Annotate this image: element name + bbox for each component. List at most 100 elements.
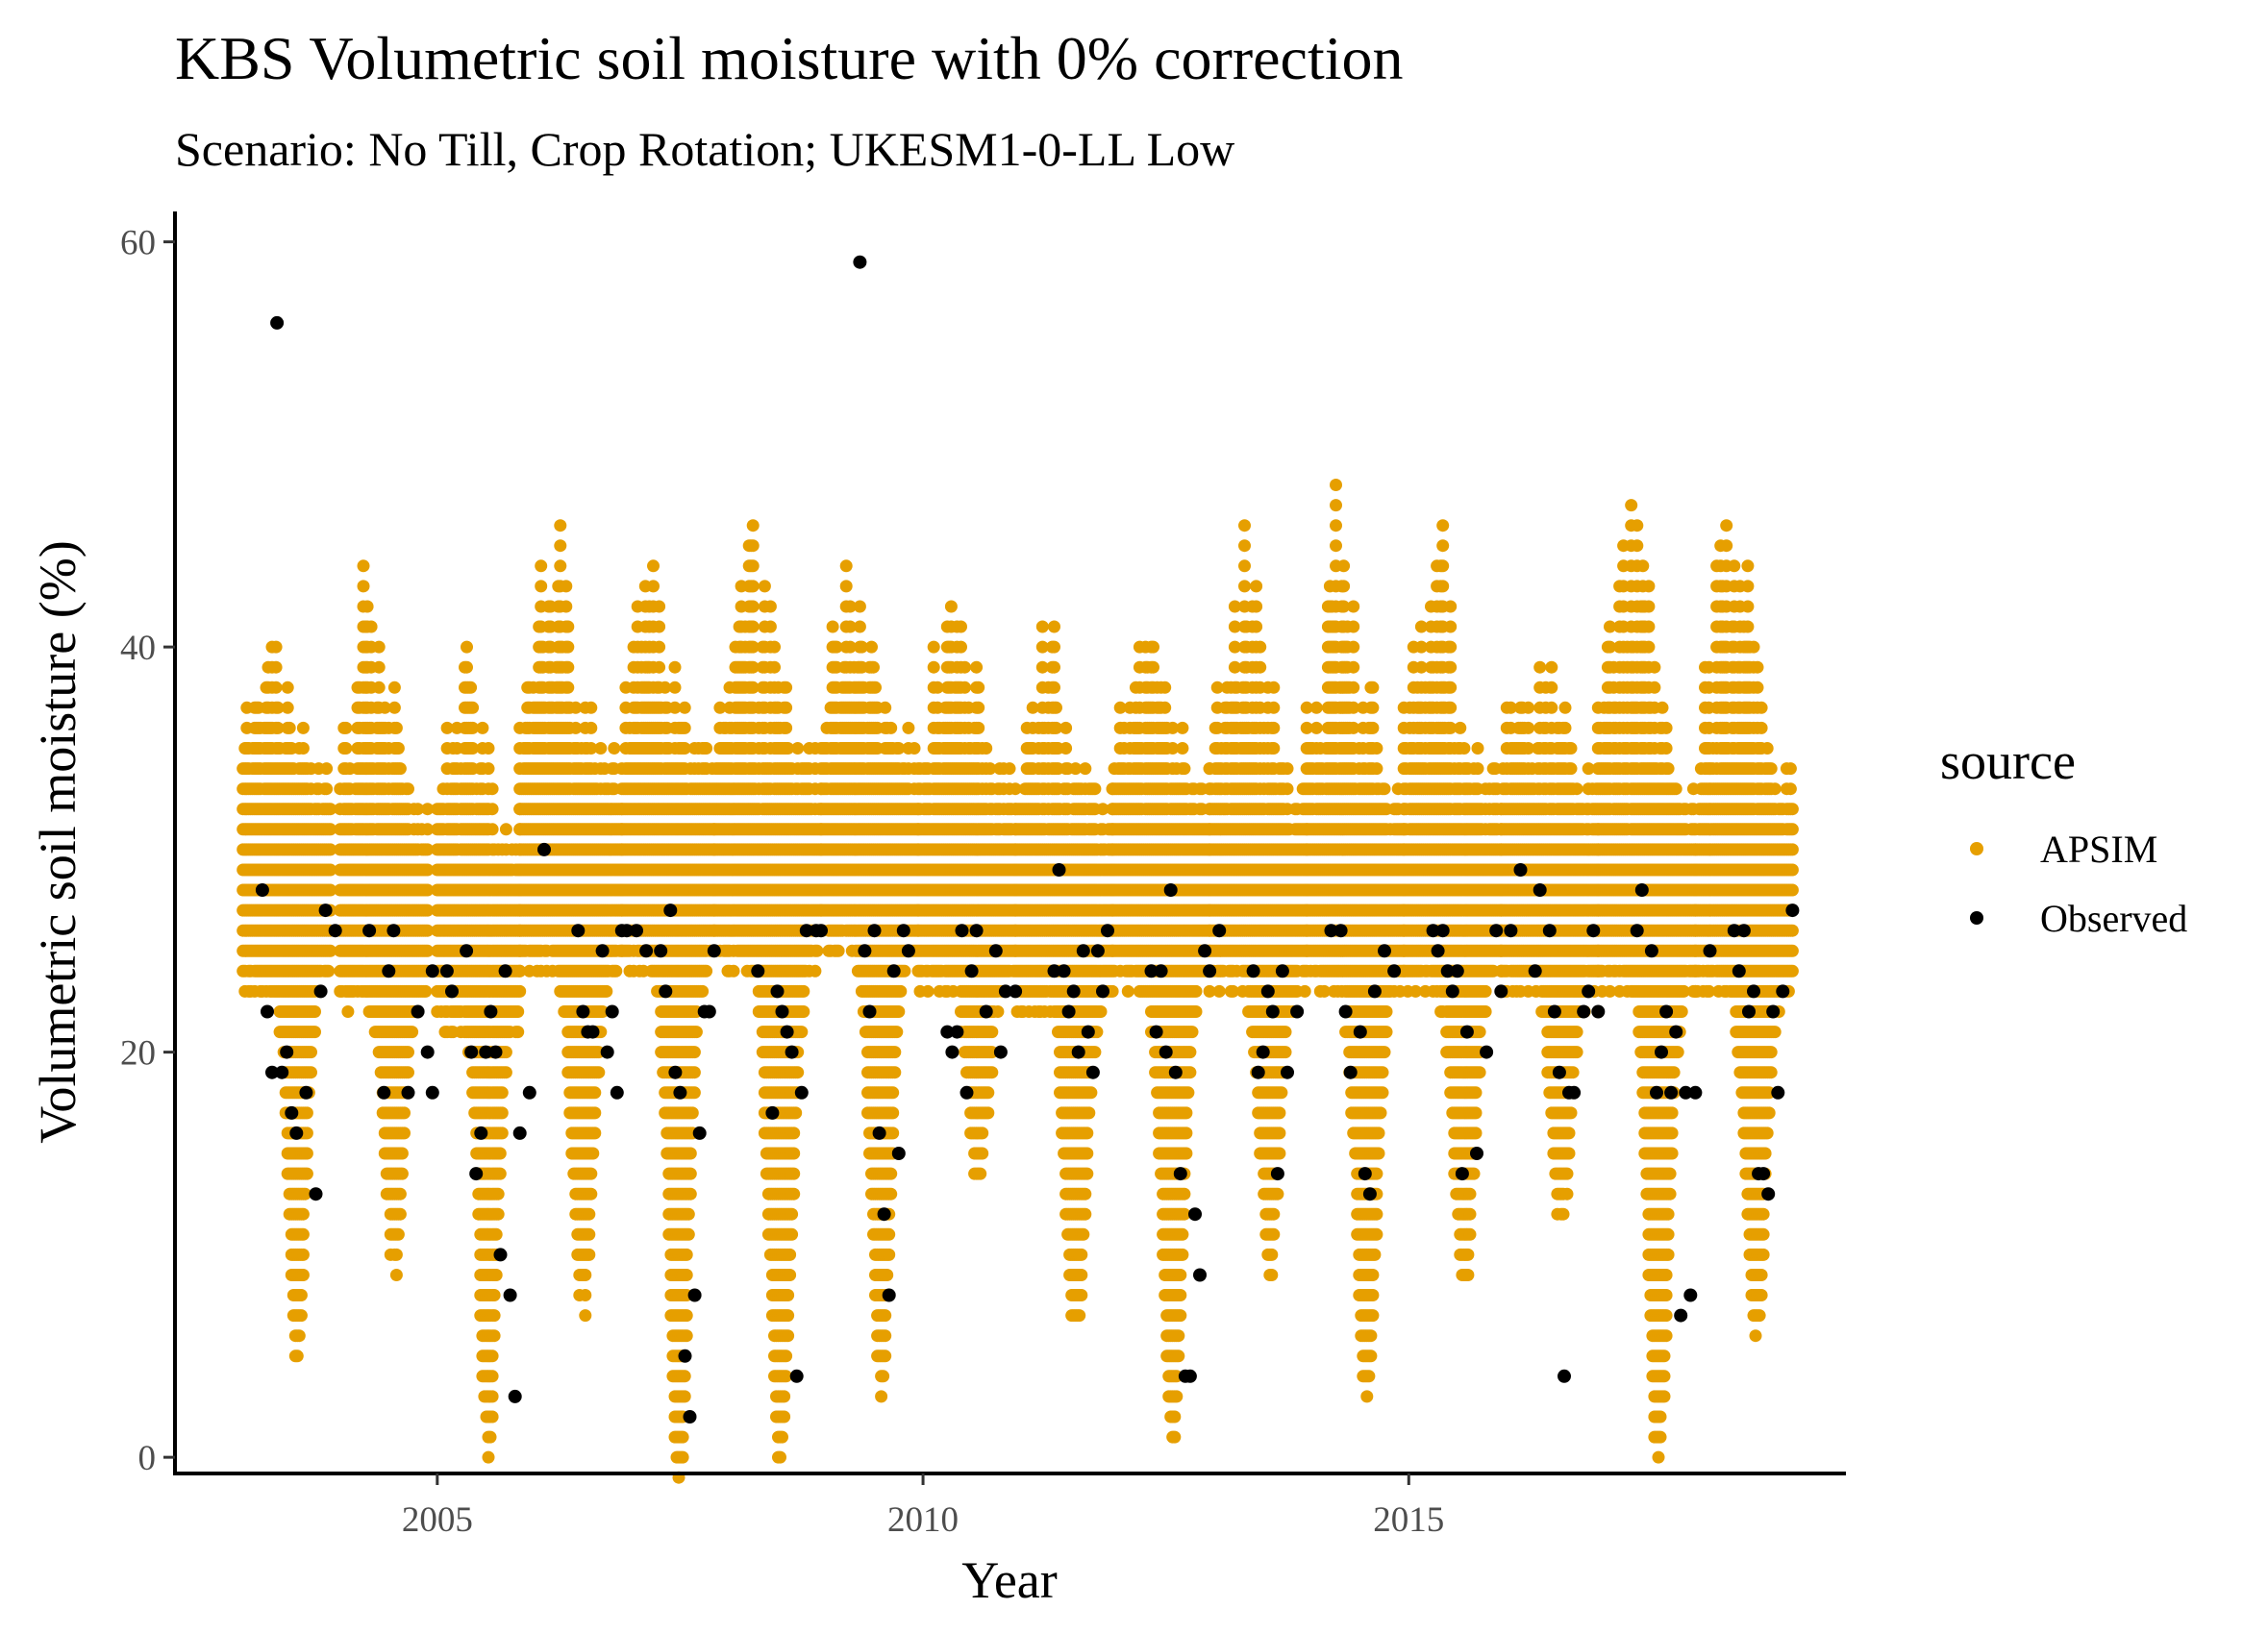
apsim-point [305,1066,317,1079]
apsim-point [294,1309,308,1323]
apsim-point [271,721,285,734]
apsim-point [320,762,334,776]
chart-title: KBS Volumetric soil moisture with 0% cor… [175,24,1404,92]
apsim-point [782,1289,795,1301]
apsim-point [585,701,598,714]
apsim-point [684,1167,697,1180]
apsim-point [653,640,666,654]
apsim-point [746,519,760,532]
apsim-point [378,701,391,714]
apsim-point [678,701,691,714]
chart-subtitle: Scenario: No Till, Crop Rotation; UKESM1… [175,122,1234,176]
apsim-point [768,660,781,674]
apsim-point [746,600,760,613]
apsim-point [588,1086,602,1100]
apsim-point [780,721,793,734]
apsim-point [685,1106,699,1120]
apsim-point [809,964,822,978]
apsim-point [484,1430,497,1444]
apsim-point [283,721,296,734]
apsim-point [389,1269,403,1281]
apsim-point [402,782,414,796]
apsim-point [296,1269,310,1281]
apsim-point [487,1309,501,1323]
apsim-point [491,1207,505,1221]
apsim-point [682,1207,695,1221]
apsim-point [296,721,310,734]
apsim-point [395,1167,409,1180]
apsim-point [774,1450,786,1464]
apsim-point [776,1430,788,1444]
apsim-point [810,944,824,957]
apsim-point [421,944,435,957]
apsim-point [421,883,435,897]
apsim-point [561,620,575,633]
apsim-point [696,984,710,998]
apsim-point [486,823,499,836]
apsim-point [789,1106,803,1120]
apsim-point [780,701,793,714]
apsim-point [647,559,660,573]
apsim-point [357,580,370,593]
apsim-point [768,640,781,654]
apsim-point [668,681,682,694]
apsim-point [402,1046,414,1059]
apsim-point [300,1106,313,1120]
apsim-point [678,1390,691,1403]
apsim-point [585,721,598,734]
apsim-point [746,580,760,593]
apsim-point [421,904,435,917]
apsim-point [784,1269,797,1281]
apsim-point [281,681,294,694]
apsim-point [499,823,512,836]
apsim-point [778,1410,791,1424]
apsim-point [269,681,283,694]
apsim-point [482,762,495,776]
apsim-point [763,620,777,633]
apsim-point [372,640,386,654]
apsim-point [493,1147,507,1160]
apsim-point [560,580,573,593]
apsim-point [486,1349,499,1363]
apsim-point [466,701,480,714]
apsim-point [600,984,613,998]
apsim-point [487,1289,501,1301]
apsim-point [406,1026,419,1039]
apsim-point [387,681,401,694]
apsim-point [687,1046,701,1059]
apsim-point [324,944,337,957]
apsim-point [554,519,567,532]
apsim-point [678,721,691,734]
apsim-point [653,600,666,613]
apsim-point [689,1026,703,1039]
apsim-point [421,803,435,816]
apsim-point [782,1309,795,1323]
apsim-point [300,1126,313,1140]
apsim-point [787,1187,801,1201]
apsim-point [389,721,403,734]
apsim-point [339,742,353,755]
apsim-point [296,1248,310,1261]
apsim-point [421,863,435,877]
apsim-point [554,559,567,573]
apsim-point [678,1370,691,1383]
apsim-point [421,843,435,856]
apsim-point [585,1187,598,1201]
apsim-point [680,1269,693,1281]
apsim-point [684,1187,697,1201]
apsim-point [305,1046,317,1059]
apsim-point [676,1430,689,1444]
apsim-point [461,640,473,654]
apsim-point [585,1167,598,1180]
apsim-point [668,660,682,674]
apsim-point [583,1227,596,1241]
apsim-point [746,620,760,633]
apsim-point [339,721,353,734]
apsim-point [588,1126,602,1140]
apsim-point [320,782,334,796]
apsim-point [795,1026,809,1039]
apsim-point [647,580,660,593]
apsim-point [393,1187,407,1201]
apsim-point [782,1329,795,1343]
